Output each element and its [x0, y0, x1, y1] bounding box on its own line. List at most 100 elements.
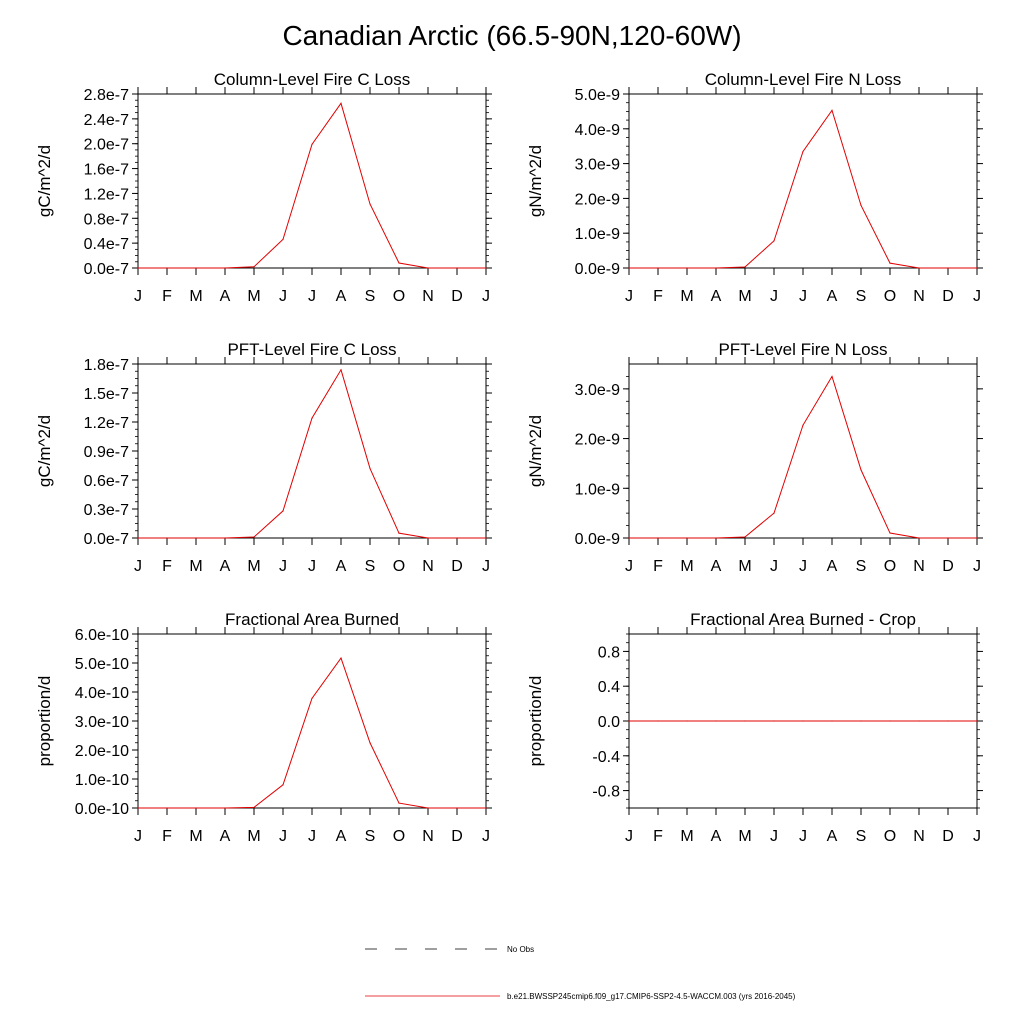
data-point — [657, 537, 659, 539]
y-tick-label: 0.0e-10 — [75, 801, 129, 818]
data-point — [398, 532, 400, 534]
x-tick-label: J — [799, 558, 807, 575]
x-tick-label: J — [799, 288, 807, 305]
y-axis-label: gN/m^2/d — [526, 145, 545, 217]
data-point — [427, 537, 429, 539]
x-tick-label: A — [827, 558, 838, 575]
data-point — [802, 424, 804, 426]
data-point — [224, 267, 226, 269]
data-point — [137, 807, 139, 809]
y-tick-label: 2.4e-7 — [84, 112, 129, 129]
data-point — [456, 267, 458, 269]
series-line-model — [138, 102, 486, 269]
chart-panel: PFT-Level Fire N Loss gN/m^2/d 0.0e-9 1.0e-… — [526, 340, 983, 575]
x-tick-label: M — [738, 828, 751, 845]
chart-panel: Column-Level Fire N Loss gN/m^2/d 0.0e-9 1.… — [526, 70, 983, 305]
x-tick-label: J — [279, 828, 287, 845]
x-tick-label: M — [247, 558, 260, 575]
x-tick-label: J — [770, 558, 778, 575]
x-tick-label: M — [189, 288, 202, 305]
data-point — [369, 742, 371, 744]
legend: No Obs b.e21.BWSSP245cmip6.f09_g17.CMIP6… — [365, 945, 796, 1001]
x-tick-label: J — [134, 558, 142, 575]
x-tick-label: J — [770, 828, 778, 845]
x-tick-label: M — [247, 288, 260, 305]
x-tick-label: J — [973, 828, 981, 845]
data-point — [628, 267, 630, 269]
series-line-model — [629, 109, 977, 269]
x-tick-label: M — [680, 288, 693, 305]
data-point — [715, 267, 717, 269]
data-point — [744, 266, 746, 268]
x-tick-label: D — [451, 828, 463, 845]
x-tick-label: J — [279, 558, 287, 575]
y-tick-label: 0.3e-7 — [84, 502, 129, 519]
x-tick-label: O — [884, 558, 896, 575]
x-tick-label: J — [279, 288, 287, 305]
x-tick-label: A — [711, 288, 722, 305]
data-point — [831, 720, 833, 722]
data-point — [253, 806, 255, 809]
y-tick-label: 1.5e-7 — [84, 386, 129, 403]
data-point — [195, 537, 197, 539]
data-point — [253, 536, 255, 538]
chart-panel: Fractional Area Burned proportion/d 0.0e-1… — [35, 610, 492, 845]
data-point — [744, 536, 746, 538]
x-tick-label: N — [913, 558, 925, 575]
x-tick-label: J — [482, 288, 490, 305]
data-point — [311, 417, 313, 419]
y-tick-label: 6.0e-10 — [75, 627, 129, 644]
y-axis-label: gN/m^2/d — [526, 415, 545, 487]
x-tick-label: A — [827, 828, 838, 845]
y-tick-label: 0.0e-7 — [84, 261, 129, 278]
x-tick-label: D — [451, 558, 463, 575]
x-tick-label: N — [913, 288, 925, 305]
chart-title: PFT-Level Fire C Loss — [227, 340, 396, 359]
x-tick-label: J — [973, 558, 981, 575]
x-tick-label: M — [738, 558, 751, 575]
data-point — [340, 102, 342, 104]
data-point — [195, 267, 197, 269]
data-point — [224, 537, 226, 539]
data-point — [686, 267, 688, 269]
data-point — [889, 720, 891, 722]
y-tick-label: 1.0e-10 — [75, 772, 129, 789]
x-tick-label: A — [711, 558, 722, 575]
x-tick-label: J — [134, 828, 142, 845]
data-point — [831, 109, 833, 111]
y-tick-label: 0.0 — [598, 714, 620, 731]
chart-panel: Fractional Area Burned - Crop proportion/… — [526, 610, 983, 845]
x-tick-label: A — [336, 828, 347, 845]
x-tick-label: J — [482, 558, 490, 575]
data-point — [918, 267, 920, 269]
y-tick-label: 0.8 — [598, 644, 620, 661]
data-point — [860, 720, 862, 722]
x-tick-label: M — [738, 288, 751, 305]
x-tick-label: N — [422, 828, 434, 845]
data-point — [802, 150, 804, 153]
data-point — [340, 369, 342, 371]
data-point — [398, 262, 400, 264]
x-tick-label: O — [884, 288, 896, 305]
x-tick-label: O — [393, 558, 405, 575]
data-point — [860, 469, 862, 471]
y-tick-label: 2.0e-10 — [75, 743, 129, 760]
x-tick-label: J — [770, 288, 778, 305]
data-point — [976, 267, 978, 269]
data-point — [253, 266, 255, 268]
y-tick-label: 3.0e-9 — [575, 157, 620, 174]
data-point — [224, 807, 226, 809]
x-tick-label: M — [680, 558, 693, 575]
x-tick-label: D — [942, 558, 954, 575]
chart-title: Column-Level Fire N Loss — [705, 70, 902, 89]
data-point — [773, 512, 775, 514]
data-point — [166, 537, 168, 539]
data-point — [485, 267, 487, 269]
data-point — [311, 143, 313, 145]
y-tick-label: 3.0e-9 — [575, 382, 620, 399]
x-tick-label: A — [220, 288, 231, 305]
page-title: Canadian Arctic (66.5-90N,120-60W) — [282, 20, 742, 51]
series-line-model — [629, 375, 977, 539]
x-tick-label: M — [247, 828, 260, 845]
y-tick-label: 2.0e-9 — [575, 432, 620, 449]
